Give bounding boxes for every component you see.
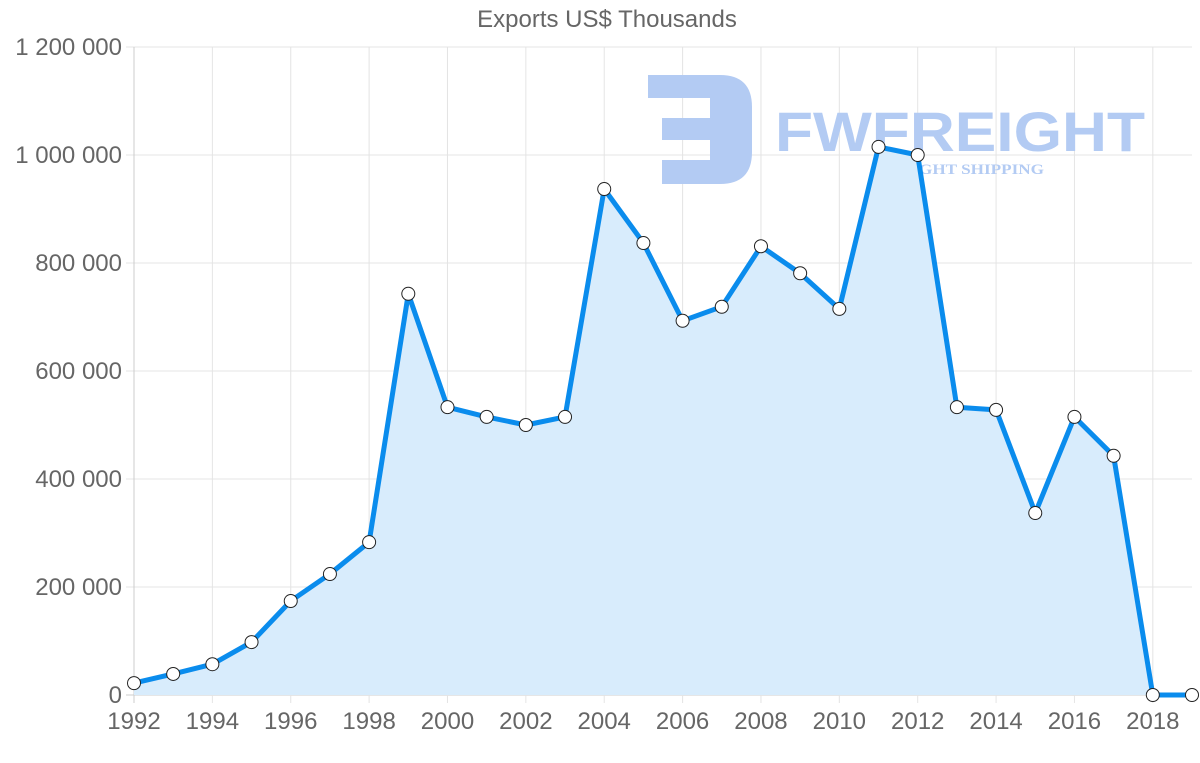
data-point [989, 402, 1004, 417]
data-point [322, 567, 337, 582]
data-point [714, 299, 729, 314]
data-point [597, 182, 612, 197]
x-tick-label: 2016 [1048, 708, 1101, 735]
data-line [133, 144, 1192, 698]
y-tick-label: 1 200 000 [15, 34, 122, 61]
y-axis-labels: 0 200 000 400 000 600 000 800 000 1 000 000 1 … [15, 34, 122, 709]
data-point [832, 301, 847, 316]
y-tick-label: 400 000 [35, 466, 122, 493]
data-point [910, 148, 925, 162]
y-tick-label: 600 000 [35, 358, 122, 385]
y-tick-label: 200 000 [35, 574, 122, 601]
x-tick-label: 1992 [107, 708, 160, 735]
x-tick-label: 1998 [342, 708, 395, 735]
x-tick-label: 1996 [264, 708, 317, 735]
data-point [283, 594, 298, 609]
data-point [871, 139, 886, 154]
data-point [636, 236, 651, 251]
watermark: FWFREIGHT FREIGHT SHIPPING [648, 75, 1145, 184]
data-point [205, 657, 220, 672]
x-tick-label: 2000 [421, 708, 474, 735]
x-tick-label: 2008 [734, 708, 787, 735]
data-point [1185, 688, 1199, 702]
data-point [1106, 448, 1121, 463]
x-tick-label: 2010 [813, 708, 866, 735]
x-tick-label: 2002 [499, 708, 552, 735]
data-point [401, 286, 416, 301]
data-point [949, 400, 964, 415]
x-axis-labels: 1992 1994 1996 1998 2000 2002 2004 2006 2008 2010… [107, 708, 1179, 735]
data-point [244, 635, 259, 650]
x-tick-label: 2004 [578, 708, 631, 735]
watermark-brand: FWFREIGHT [775, 100, 1145, 163]
area-fill [134, 146, 1192, 695]
data-point [558, 409, 573, 424]
y-tick-label: 0 [109, 682, 122, 709]
data-point [793, 266, 808, 281]
y-tick-label: 800 000 [35, 250, 122, 277]
series-line [133, 144, 1192, 698]
x-tick-label: 1994 [186, 708, 239, 735]
x-tick-label: 2012 [891, 708, 944, 735]
data-point [440, 400, 455, 415]
area-fill-path [134, 146, 1192, 695]
data-points [127, 139, 1199, 702]
data-point [362, 535, 377, 550]
chart-title: Exports US$ Thousands [477, 6, 737, 33]
data-point [1028, 506, 1043, 521]
x-tick-label: 2006 [656, 708, 709, 735]
data-point [479, 409, 494, 424]
data-point [1067, 409, 1082, 424]
x-tick-label: 2014 [969, 708, 1022, 735]
data-point [1145, 688, 1160, 702]
data-point [518, 418, 533, 432]
fwfreight-logo-icon [648, 75, 752, 184]
data-point [127, 676, 141, 691]
data-point [166, 666, 181, 681]
x-tick-label: 2018 [1126, 708, 1179, 735]
y-tick-label: 1 000 000 [15, 142, 122, 169]
data-point [753, 239, 768, 254]
data-point [675, 313, 690, 328]
